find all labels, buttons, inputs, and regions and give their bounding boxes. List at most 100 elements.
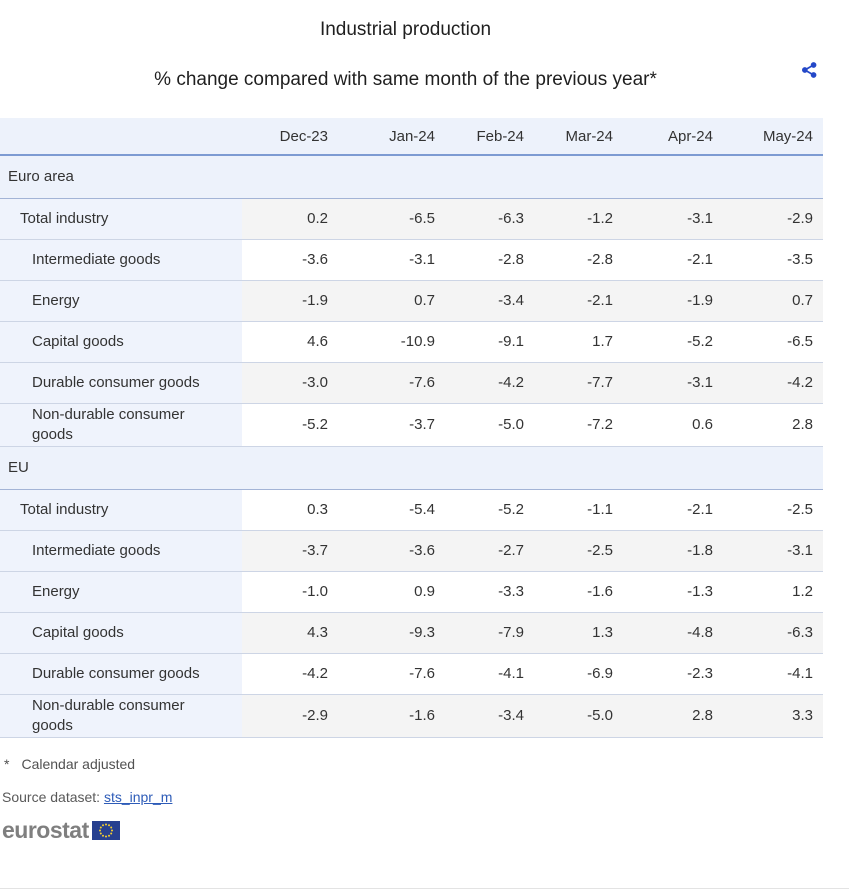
value-cell: -1.6 bbox=[534, 570, 623, 612]
footnote-text: Calendar adjusted bbox=[21, 755, 136, 772]
eurostat-wordmark: eurostat bbox=[2, 816, 89, 843]
value-cell: -7.2 bbox=[534, 402, 623, 446]
row-label: Intermediate goods bbox=[0, 529, 242, 571]
value-cell: -3.6 bbox=[242, 238, 338, 280]
value-cell: -4.2 bbox=[723, 361, 823, 403]
value-cell: -1.1 bbox=[534, 488, 623, 530]
value-cell: 0.7 bbox=[338, 279, 445, 321]
footnote-marker: * bbox=[4, 755, 10, 772]
value-cell: 2.8 bbox=[723, 402, 823, 446]
table-row: Energy -1.9 0.7 -3.4 -2.1 -1.9 0.7 bbox=[0, 279, 823, 321]
value-cell: -5.4 bbox=[338, 488, 445, 530]
value-cell: -1.0 bbox=[242, 570, 338, 612]
row-label: Non-durable consumer goods bbox=[0, 402, 242, 446]
value-cell: 0.7 bbox=[723, 279, 823, 321]
share-button[interactable] bbox=[799, 60, 819, 80]
corner-cell bbox=[0, 118, 242, 156]
value-cell: -7.6 bbox=[338, 361, 445, 403]
row-label: Total industry bbox=[0, 197, 242, 239]
row-label: Capital goods bbox=[0, 611, 242, 653]
value-cell: -4.2 bbox=[445, 361, 534, 403]
value-cell: -6.9 bbox=[534, 652, 623, 694]
value-cell: -3.3 bbox=[445, 570, 534, 612]
page-header: Industrial production % change compared … bbox=[0, 0, 849, 118]
value-cell: -2.1 bbox=[534, 279, 623, 321]
row-label: Capital goods bbox=[0, 320, 242, 362]
value-cell: 1.3 bbox=[534, 611, 623, 653]
value-cell: -6.3 bbox=[723, 611, 823, 653]
table-row: Capital goods 4.6 -10.9 -9.1 1.7 -5.2 -6.5 bbox=[0, 320, 823, 362]
value-cell: -3.0 bbox=[242, 361, 338, 403]
row-label: Non-durable consumer goods bbox=[0, 693, 242, 737]
value-cell: -6.3 bbox=[445, 197, 534, 239]
value-cell: -3.5 bbox=[723, 238, 823, 280]
row-label: Intermediate goods bbox=[0, 238, 242, 280]
value-cell: 4.3 bbox=[242, 611, 338, 653]
page-subtitle: % change compared with same month of the… bbox=[154, 69, 657, 90]
table-row: Energy -1.0 0.9 -3.3 -1.6 -1.3 1.2 bbox=[0, 570, 823, 612]
value-cell: -1.6 bbox=[338, 693, 445, 737]
row-label: Energy bbox=[0, 279, 242, 321]
section-label: EU bbox=[0, 445, 823, 490]
value-cell: -3.7 bbox=[242, 529, 338, 571]
value-cell: -1.3 bbox=[623, 570, 723, 612]
value-cell: -4.8 bbox=[623, 611, 723, 653]
value-cell: -6.5 bbox=[723, 320, 823, 362]
value-cell: -2.1 bbox=[623, 238, 723, 280]
value-cell: -3.7 bbox=[338, 402, 445, 446]
value-cell: -3.1 bbox=[723, 529, 823, 571]
section-header-row: Euro area bbox=[0, 154, 823, 199]
value-cell: -1.8 bbox=[623, 529, 723, 571]
value-cell: -1.2 bbox=[534, 197, 623, 239]
column-header: Jan-24 bbox=[338, 118, 445, 156]
value-cell: 2.8 bbox=[623, 693, 723, 737]
value-cell: -2.1 bbox=[623, 488, 723, 530]
value-cell: -4.1 bbox=[723, 652, 823, 694]
data-table: Dec-23 Jan-24 Feb-24 Mar-24 Apr-24 May-24 Euro… bbox=[0, 118, 823, 738]
value-cell: -9.1 bbox=[445, 320, 534, 362]
source-line: Source dataset: sts_inpr_m bbox=[2, 789, 849, 805]
value-cell: 1.7 bbox=[534, 320, 623, 362]
source-dataset-link[interactable]: sts_inpr_m bbox=[103, 788, 173, 805]
row-label: Durable consumer goods bbox=[0, 652, 242, 694]
value-cell: -6.5 bbox=[338, 197, 445, 239]
value-cell: -1.9 bbox=[242, 279, 338, 321]
table-row: Total industry 0.2 -6.5 -6.3 -1.2 -3.1 -2.9 bbox=[0, 197, 823, 239]
value-cell: -7.7 bbox=[534, 361, 623, 403]
value-cell: 4.6 bbox=[242, 320, 338, 362]
data-table-body: Dec-23 Jan-24 Feb-24 Mar-24 Apr-24 May-24 Euro… bbox=[0, 118, 823, 737]
value-cell: 1.2 bbox=[723, 570, 823, 612]
table-row: Durable consumer goods -3.0 -7.6 -4.2 -7.7 -3… bbox=[0, 361, 823, 403]
value-cell: -5.0 bbox=[445, 402, 534, 446]
column-header: May-24 bbox=[723, 118, 823, 156]
value-cell: -3.1 bbox=[338, 238, 445, 280]
table-row: Non-durable consumer goods -5.2 -3.7 -5.0 -7… bbox=[0, 402, 823, 446]
column-header: Apr-24 bbox=[623, 118, 723, 156]
value-cell: -2.7 bbox=[445, 529, 534, 571]
value-cell: 0.2 bbox=[242, 197, 338, 239]
share-icon bbox=[799, 62, 819, 83]
value-cell: -2.9 bbox=[242, 693, 338, 737]
table-row: Total industry 0.3 -5.4 -5.2 -1.1 -2.1 -2.5 bbox=[0, 488, 823, 530]
value-cell: -2.5 bbox=[534, 529, 623, 571]
value-cell: -5.2 bbox=[623, 320, 723, 362]
value-cell: -2.5 bbox=[723, 488, 823, 530]
value-cell: 0.3 bbox=[242, 488, 338, 530]
value-cell: -3.4 bbox=[445, 279, 534, 321]
value-cell: -5.2 bbox=[445, 488, 534, 530]
column-header: Dec-23 bbox=[242, 118, 338, 156]
value-cell: -2.8 bbox=[445, 238, 534, 280]
table-row: Capital goods 4.3 -9.3 -7.9 1.3 -4.8 -6.3 bbox=[0, 611, 823, 653]
footnote: * Calendar adjusted bbox=[4, 756, 849, 772]
value-cell: -1.9 bbox=[623, 279, 723, 321]
value-cell: -9.3 bbox=[338, 611, 445, 653]
value-cell: -2.3 bbox=[623, 652, 723, 694]
value-cell: -2.9 bbox=[723, 197, 823, 239]
value-cell: 0.6 bbox=[623, 402, 723, 446]
value-cell: -3.4 bbox=[445, 693, 534, 737]
value-cell: -3.1 bbox=[623, 197, 723, 239]
value-cell: -7.9 bbox=[445, 611, 534, 653]
column-header: Feb-24 bbox=[445, 118, 534, 156]
column-header: Mar-24 bbox=[534, 118, 623, 156]
value-cell: -4.1 bbox=[445, 652, 534, 694]
